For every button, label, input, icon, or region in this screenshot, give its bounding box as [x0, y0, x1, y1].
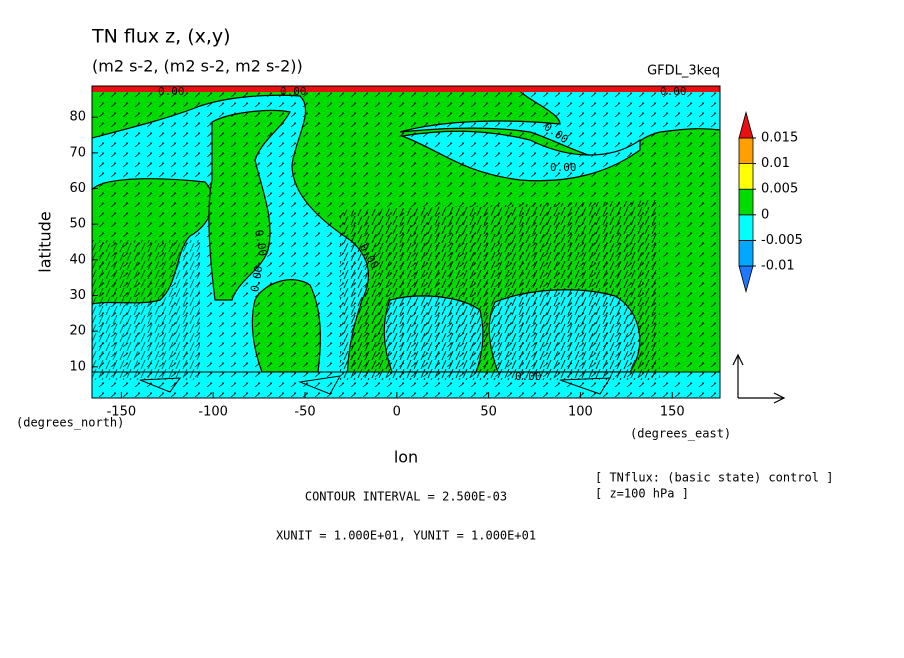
- y-units: (degrees_north): [16, 416, 124, 430]
- contour-label: 0.00: [515, 370, 542, 383]
- field: [92, 86, 720, 398]
- x-tick-label: 0: [393, 405, 401, 420]
- colorbar-label: 0.005: [761, 182, 798, 197]
- colorbar-segment: [738, 163, 754, 190]
- y-tick-label: 50: [69, 217, 86, 232]
- y-tick-label: 30: [69, 288, 86, 303]
- x-tick-label: -100: [198, 405, 228, 420]
- contour-label: 0.00: [252, 229, 269, 257]
- contour-label: 0.00: [158, 85, 185, 98]
- x-tick-label: 100: [568, 405, 593, 420]
- plot-frame: [91, 85, 721, 399]
- colorbar-segment: [738, 137, 754, 165]
- colorbar-label: -0.01: [761, 259, 795, 274]
- y-tick-label: 10: [69, 359, 86, 374]
- chart-subtitle: (m2 s-2, (m2 s-2, m2 s-2)): [92, 57, 303, 76]
- contour-label: 0.00: [660, 85, 687, 98]
- y-tick-label: 80: [69, 110, 86, 125]
- x-tick-label: -150: [107, 405, 137, 420]
- vector-units: XUNIT = 1.000E+01, YUNIT = 1.000E+01: [276, 529, 536, 543]
- colorbar-segment: [738, 214, 754, 241]
- x-units: (degrees_east): [630, 427, 731, 441]
- colorbar-segment: [738, 239, 754, 267]
- y-tick-label: 60: [69, 181, 86, 196]
- y-tick-label: 20: [69, 324, 86, 339]
- colorbar-segment: [738, 265, 754, 294]
- colorbar-label: 0: [761, 207, 769, 222]
- chart-title: TN flux z, (x,y): [91, 26, 231, 48]
- x-tick-label: 50: [480, 405, 497, 420]
- contour-region: [92, 86, 720, 92]
- colorbar-label: 0.015: [761, 131, 798, 146]
- x-tick-label: -50: [294, 405, 315, 420]
- contour-label: 0.00: [280, 85, 307, 98]
- contour-label: 0.00: [248, 265, 265, 293]
- colorbar-segment: [738, 110, 754, 139]
- note: [ z=100 hPa ]: [595, 487, 689, 501]
- note: [ TNflux: (basic state) control ]: [595, 471, 833, 485]
- y-tick-label: 40: [69, 252, 86, 267]
- y-tick-label: 70: [69, 145, 86, 160]
- dataset-label: GFDL_3keq: [647, 64, 720, 79]
- contour-interval: CONTOUR INTERVAL = 2.500E-03: [305, 490, 507, 504]
- contour-label: 0.00: [550, 161, 577, 174]
- vector-field: [92, 240, 200, 380]
- y-axis-title: latitude: [36, 211, 55, 272]
- colorbar-segment: [738, 188, 754, 216]
- x-axis-title: lon: [394, 448, 418, 467]
- colorbar-label: -0.005: [761, 233, 803, 248]
- vector-field: [340, 200, 660, 380]
- x-tick-label: 150: [660, 405, 685, 420]
- reference-vector: [732, 353, 786, 404]
- colorbar-label: 0.01: [761, 156, 790, 171]
